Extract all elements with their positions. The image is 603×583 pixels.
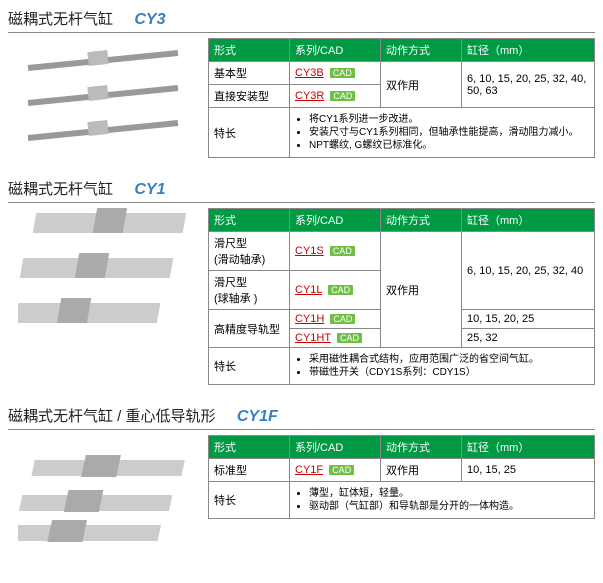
cell-type: 滑尺型 (球轴承 ) [209, 271, 290, 310]
section-title: 磁耦式无杆气缸 CY1 [8, 178, 595, 203]
th-series: 系列/CAD [290, 209, 381, 232]
cad-badge[interactable]: CAD [330, 91, 355, 101]
feature-item: 将CY1系列进一步改进。 [309, 113, 589, 126]
feature-item: 薄型，缸体短，轻量。 [309, 487, 589, 500]
cell-series: CY3B CAD [290, 62, 381, 85]
feature-item: NPT螺纹, G螺纹已标准化。 [309, 139, 589, 152]
th-bore: 缸径（mm） [462, 436, 595, 459]
title-code: CY3 [134, 11, 165, 28]
feature-label: 特长 [209, 348, 290, 385]
title-text: 磁耦式无杆气缸 / 重心低导轨形 [8, 408, 216, 425]
cell-bore: 10, 15, 20, 25 [462, 310, 595, 329]
feature-item: 采用磁性耦合式结构，应用范围广泛的省空间气缸。 [309, 353, 589, 366]
cell-bore: 25, 32 [462, 329, 595, 348]
cell-series: CY1S CAD [290, 232, 381, 271]
cad-badge[interactable]: CAD [337, 333, 362, 343]
cell-series: CY1H CAD [290, 310, 381, 329]
cell-type: 基本型 [209, 62, 290, 85]
title-code: CY1F [237, 408, 278, 425]
cell-action: 双作用 [381, 62, 462, 108]
title-code: CY1 [134, 181, 165, 198]
feature-item: 驱动部（气缸部）和导轨部是分开的一体构造。 [309, 500, 589, 513]
feature-cell: 采用磁性耦合式结构，应用范围广泛的省空间气缸。 带磁性开关（CDY1S系列：CD… [290, 348, 595, 385]
spec-table: 形式 系列/CAD 动作方式 缸径（mm） 基本型 CY3B CAD 双作用 6… [208, 38, 595, 158]
th-action: 动作方式 [381, 39, 462, 62]
section-title: 磁耦式无杆气缸 / 重心低导轨形 CY1F [8, 405, 595, 430]
cad-badge[interactable]: CAD [328, 285, 353, 295]
th-action: 动作方式 [381, 436, 462, 459]
cell-bore: 6, 10, 15, 20, 25, 32, 40, 50, 63 [462, 62, 595, 108]
th-series: 系列/CAD [290, 39, 381, 62]
product-section-cy3: 磁耦式无杆气缸 CY3 形式 系列/CAD 动作方式 缸径（mm） [8, 8, 595, 158]
th-type: 形式 [209, 436, 290, 459]
cell-bore: 10, 15, 25 [462, 459, 595, 482]
series-link[interactable]: CY1F [295, 464, 323, 476]
cell-type: 直接安装型 [209, 85, 290, 108]
feature-label: 特长 [209, 108, 290, 158]
cad-badge[interactable]: CAD [330, 68, 355, 78]
cell-series: CY1F CAD [290, 459, 381, 482]
cad-badge[interactable]: CAD [330, 314, 355, 324]
series-link[interactable]: CY1HT [295, 332, 331, 344]
cell-type: 滑尺型 (滑动轴承) [209, 232, 290, 271]
series-link[interactable]: CY1L [295, 284, 322, 296]
product-image [8, 38, 208, 158]
spec-table: 形式 系列/CAD 动作方式 缸径（mm） 滑尺型 (滑动轴承) CY1S CA… [208, 208, 595, 385]
feature-label: 特长 [209, 482, 290, 519]
cell-action: 双作用 [381, 232, 462, 348]
cell-series: CY1L CAD [290, 271, 381, 310]
cell-series: CY3R CAD [290, 85, 381, 108]
product-section-cy1: 磁耦式无杆气缸 CY1 形式 系列/CAD 动作方式 缸径（mm） [8, 178, 595, 385]
th-type: 形式 [209, 209, 290, 232]
cell-action: 双作用 [381, 459, 462, 482]
cad-badge[interactable]: CAD [329, 465, 354, 475]
th-bore: 缸径（mm） [462, 209, 595, 232]
title-text: 磁耦式无杆气缸 [8, 11, 113, 28]
section-title: 磁耦式无杆气缸 CY3 [8, 8, 595, 33]
cell-series: CY1HT CAD [290, 329, 381, 348]
feature-cell: 将CY1系列进一步改进。 安装尺寸与CY1系列相同，但轴承性能提高，滑动阻力减小… [290, 108, 595, 158]
th-bore: 缸径（mm） [462, 39, 595, 62]
product-image [8, 208, 208, 328]
series-link[interactable]: CY1H [295, 313, 324, 325]
feature-item: 安装尺寸与CY1系列相同，但轴承性能提高，滑动阻力减小。 [309, 126, 589, 139]
title-text: 磁耦式无杆气缸 [8, 181, 113, 198]
cell-type: 标准型 [209, 459, 290, 482]
spec-table: 形式 系列/CAD 动作方式 缸径（mm） 标准型 CY1F CAD 双作用 1… [208, 435, 595, 519]
feature-item: 带磁性开关（CDY1S系列：CDY1S） [309, 366, 589, 379]
product-image [8, 435, 208, 555]
th-action: 动作方式 [381, 209, 462, 232]
cad-badge[interactable]: CAD [330, 246, 355, 256]
cell-type: 高精度导轨型 [209, 310, 290, 348]
th-series: 系列/CAD [290, 436, 381, 459]
feature-cell: 薄型，缸体短，轻量。 驱动部（气缸部）和导轨部是分开的一体构造。 [290, 482, 595, 519]
series-link[interactable]: CY3R [295, 90, 324, 102]
product-section-cy1f: 磁耦式无杆气缸 / 重心低导轨形 CY1F 形式 系列/CAD 动作方式 缸径（… [8, 405, 595, 555]
series-link[interactable]: CY1S [295, 245, 324, 257]
th-type: 形式 [209, 39, 290, 62]
cell-bore: 6, 10, 15, 20, 25, 32, 40 [462, 232, 595, 310]
series-link[interactable]: CY3B [295, 67, 324, 79]
